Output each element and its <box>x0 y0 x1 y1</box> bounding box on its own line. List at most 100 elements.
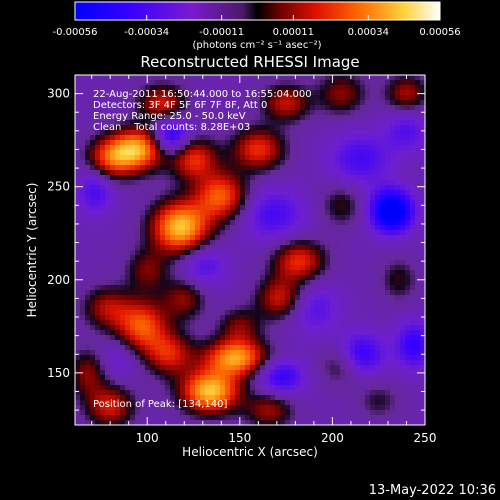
heatmap-cell <box>150 345 156 351</box>
heatmap-cell <box>140 240 146 246</box>
heatmap-cell <box>360 140 366 146</box>
heatmap-cell <box>120 205 126 211</box>
heatmap-cell <box>340 215 346 221</box>
heatmap-cell <box>120 115 126 121</box>
heatmap-cell <box>405 410 411 416</box>
heatmap-cell <box>380 185 386 191</box>
heatmap-cell <box>275 270 281 276</box>
heatmap-cell <box>335 285 341 291</box>
heatmap-cell <box>245 365 251 371</box>
heatmap-cell <box>270 355 276 361</box>
heatmap-cell <box>100 380 106 386</box>
heatmap-cell <box>265 140 271 146</box>
heatmap-cell <box>335 210 341 216</box>
heatmap-cell <box>85 415 91 421</box>
heatmap-cell <box>165 290 171 296</box>
heatmap-cell <box>90 250 96 256</box>
heatmap-cell <box>105 405 111 411</box>
heatmap-cell <box>240 155 246 161</box>
heatmap-cell <box>90 235 96 241</box>
heatmap-cell <box>405 350 411 356</box>
heatmap-cell <box>385 155 391 161</box>
heatmap-cell <box>250 290 256 296</box>
heatmap-cell <box>190 325 196 331</box>
heatmap-cell <box>305 340 311 346</box>
heatmap-cell <box>215 375 221 381</box>
heatmap-cell <box>320 205 326 211</box>
heatmap-cell <box>100 225 106 231</box>
heatmap-cell <box>250 160 256 166</box>
heatmap-cell <box>210 75 216 81</box>
heatmap-cell <box>375 175 381 181</box>
heatmap-cell <box>390 265 396 271</box>
heatmap-cell <box>145 370 151 376</box>
heatmap-cell <box>255 350 261 356</box>
heatmap-cell <box>270 400 276 406</box>
heatmap-cell <box>200 325 206 331</box>
heatmap-cell <box>355 155 361 161</box>
heatmap-cell <box>95 285 101 291</box>
heatmap-cell <box>260 160 266 166</box>
heatmap-cell <box>210 100 216 106</box>
heatmap-cell <box>265 195 271 201</box>
heatmap-cell <box>105 310 111 316</box>
heatmap-cell <box>150 335 156 341</box>
heatmap-cell <box>310 135 316 141</box>
heatmap-cell <box>235 395 241 401</box>
heatmap-cell <box>290 370 296 376</box>
heatmap-cell <box>355 320 361 326</box>
heatmap-cell <box>415 265 421 271</box>
heatmap-cell <box>335 160 341 166</box>
heatmap-cell <box>310 405 316 411</box>
heatmap-cell <box>250 375 256 381</box>
heatmap-cell <box>330 250 336 256</box>
heatmap-cell <box>110 205 116 211</box>
heatmap-cell <box>120 180 126 186</box>
heatmap-cell <box>395 185 401 191</box>
heatmap-cell <box>250 320 256 326</box>
heatmap-cell <box>260 240 266 246</box>
heatmap-cell <box>235 230 241 236</box>
heatmap-cell <box>405 205 411 211</box>
heatmap-cell <box>195 270 201 276</box>
heatmap-cell <box>220 405 226 411</box>
heatmap-cell <box>145 105 151 111</box>
heatmap-cell <box>90 260 96 266</box>
heatmap-cell <box>325 250 331 256</box>
heatmap-cell <box>395 270 401 276</box>
heatmap-cell <box>305 135 311 141</box>
heatmap-cell <box>130 140 136 146</box>
heatmap-cell <box>90 220 96 226</box>
heatmap-cell <box>180 215 186 221</box>
heatmap-cell <box>160 415 166 421</box>
heatmap-cell <box>200 205 206 211</box>
heatmap-cell <box>370 165 376 171</box>
heatmap-cell <box>320 285 326 291</box>
heatmap-cell <box>345 145 351 151</box>
heatmap-cell <box>130 250 136 256</box>
heatmap-cell <box>200 380 206 386</box>
heatmap-cell <box>350 145 356 151</box>
heatmap-cell <box>235 220 241 226</box>
heatmap-cell <box>345 95 351 101</box>
heatmap-cell <box>155 180 161 186</box>
heatmap-cell <box>230 275 236 281</box>
heatmap-cell <box>420 170 425 176</box>
heatmap-cell <box>360 295 366 301</box>
heatmap-cell <box>295 250 301 256</box>
heatmap-cell <box>160 95 166 101</box>
heatmap-cell <box>310 95 316 101</box>
heatmap-cell <box>195 285 201 291</box>
heatmap-cell <box>345 215 351 221</box>
heatmap-cell <box>210 110 216 116</box>
heatmap-cell <box>350 325 356 331</box>
heatmap-cell <box>185 80 191 86</box>
heatmap-cell <box>245 140 251 146</box>
heatmap-cell <box>310 370 316 376</box>
heatmap-cell <box>395 90 401 96</box>
heatmap-cell <box>405 245 411 251</box>
heatmap-cell <box>360 215 366 221</box>
heatmap-cell <box>390 180 396 186</box>
heatmap-cell <box>310 170 316 176</box>
heatmap-cell <box>285 300 291 306</box>
